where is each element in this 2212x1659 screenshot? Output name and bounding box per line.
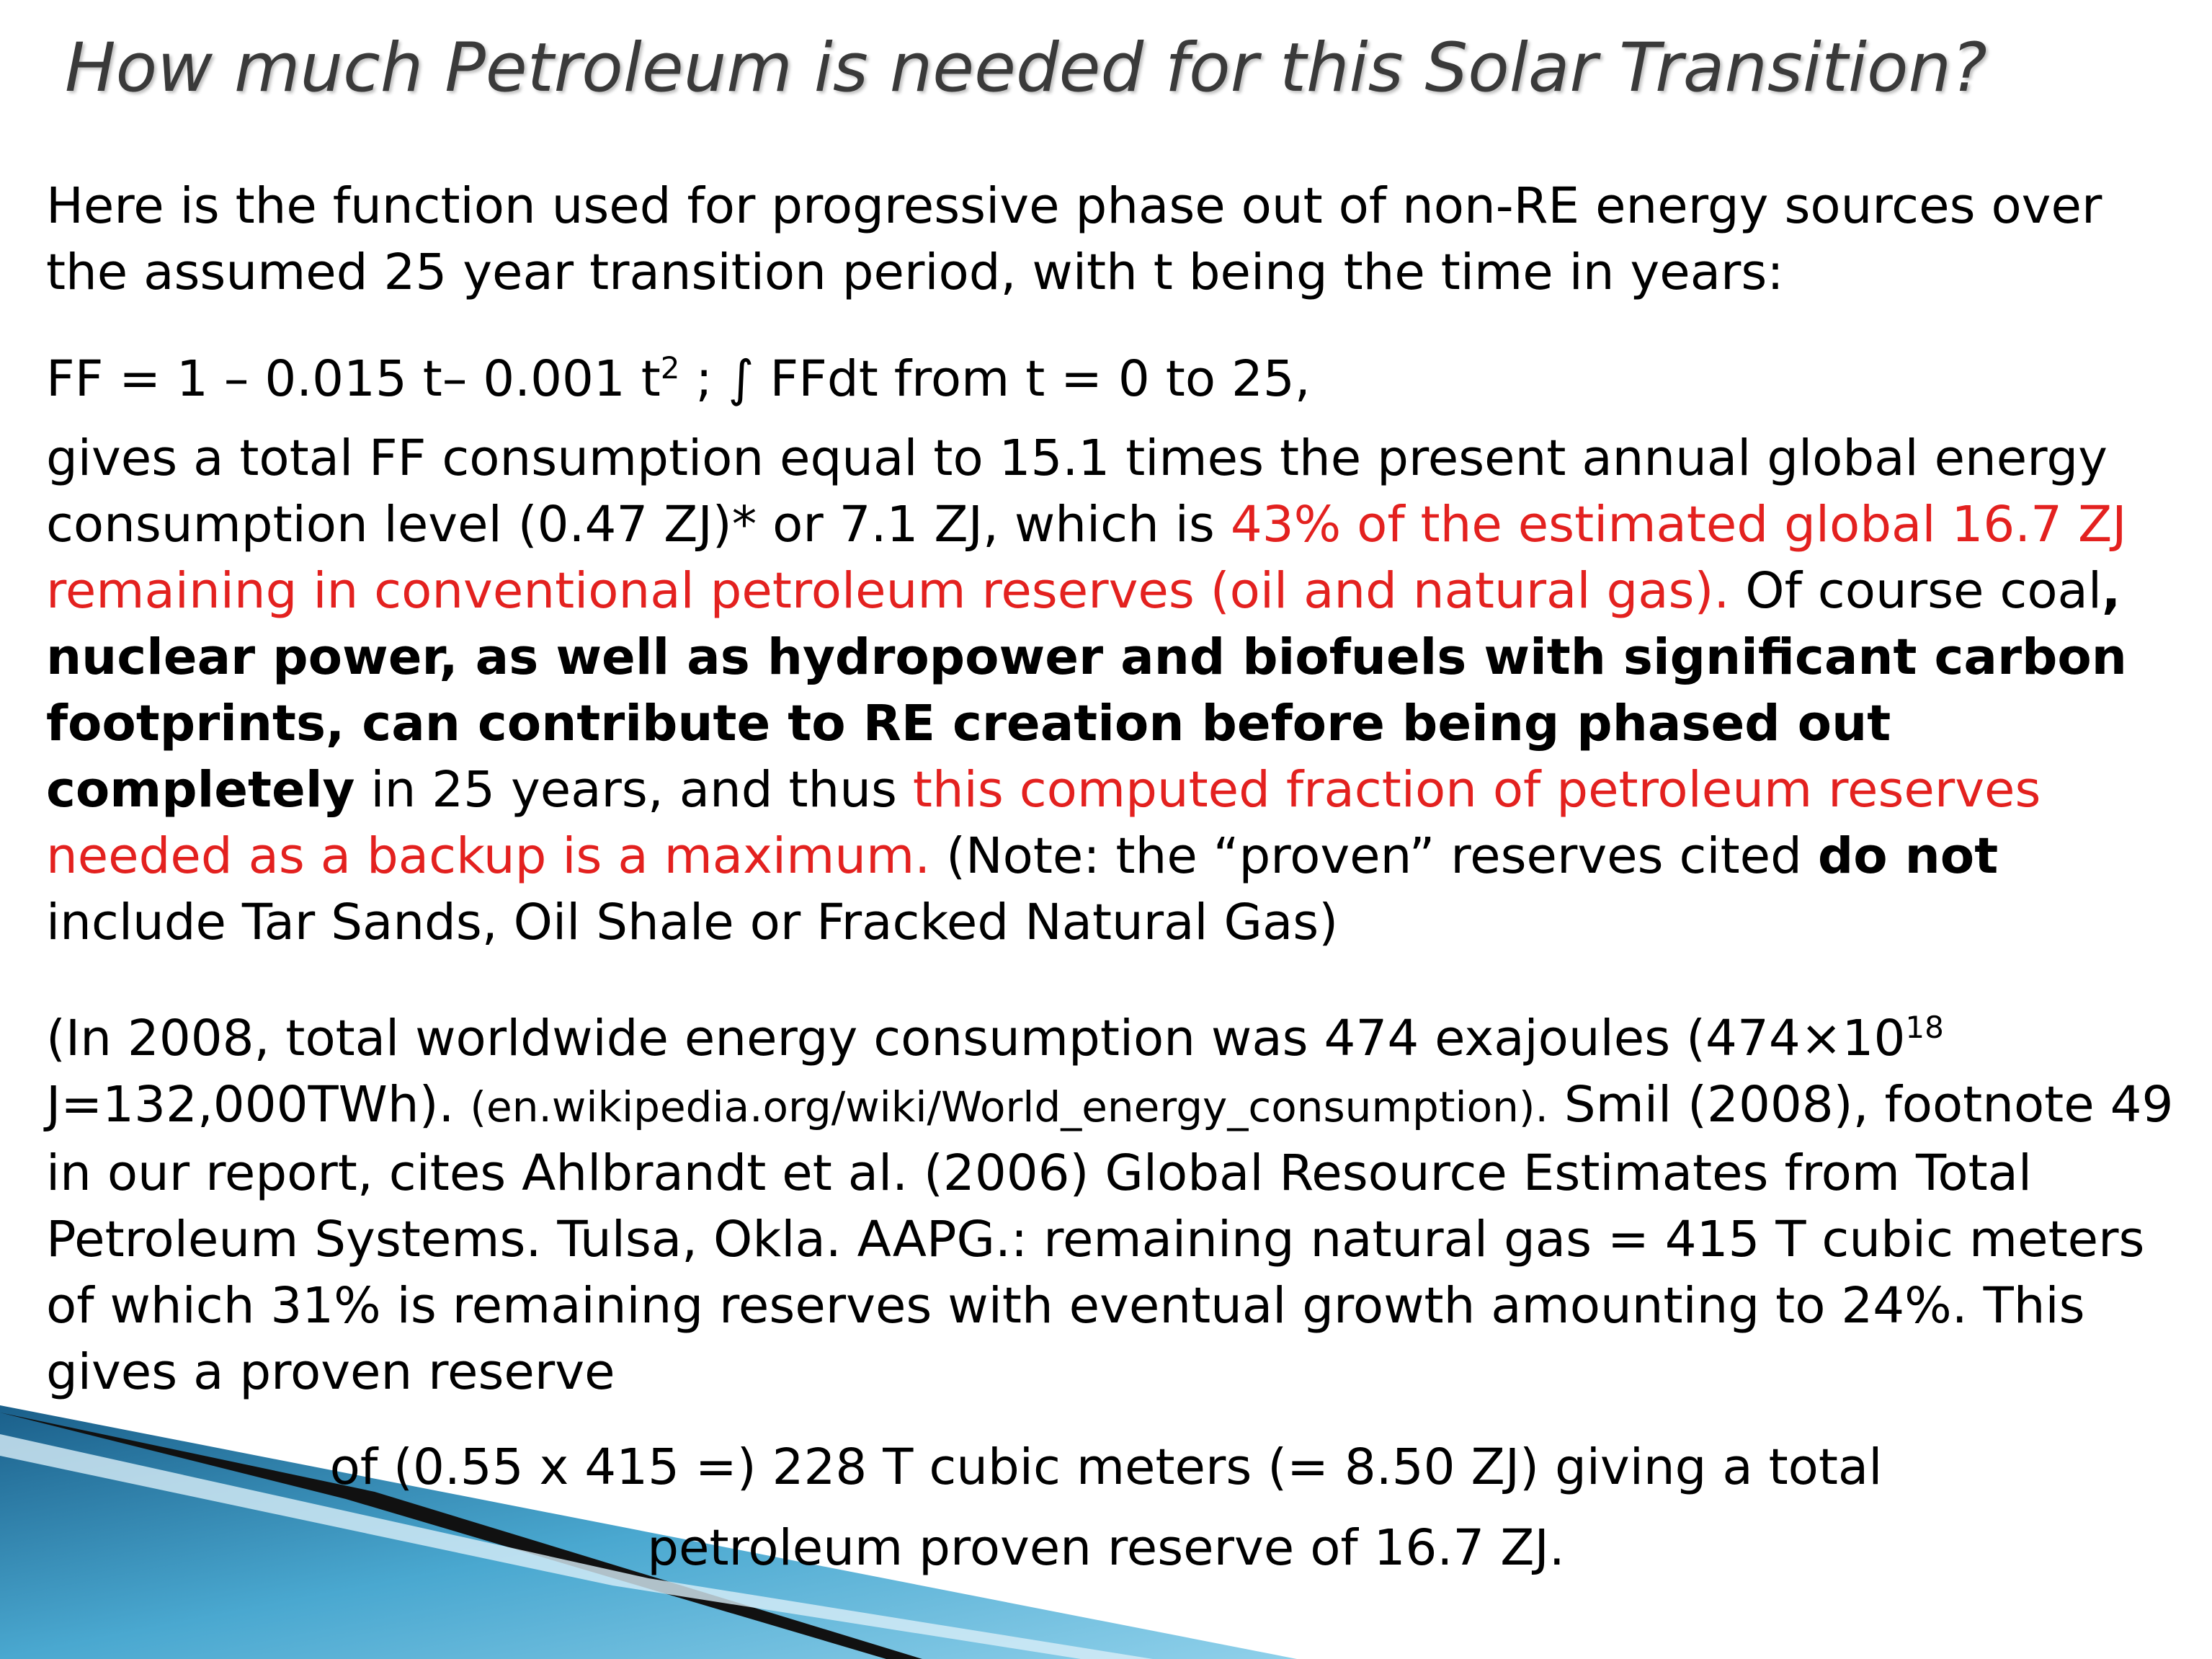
text: Smil (2008), footnote 49 in our report, … xyxy=(46,1076,2174,1401)
bold-text: , nuclear power, as well as hydropower a… xyxy=(46,562,2127,819)
text: gives a total FF consumption equal to 15… xyxy=(46,430,2108,553)
text: of (0.55 x 415 =) 228 T cubic meters (= … xyxy=(329,1438,1883,1496)
paragraph: gives a total FF consumption equal to 15… xyxy=(46,425,2193,956)
title: How much Petroleum is needed for this So… xyxy=(65,29,1987,107)
text: include Tar Sands, Oil Shale or Fracked … xyxy=(46,894,1339,951)
superscript: 18 xyxy=(1905,1010,1944,1045)
text: FF = 1 – 0.015 t– 0.001 t xyxy=(46,350,661,408)
text: J=132,000TWh). xyxy=(46,1076,471,1134)
text: petroleum proven reserve of 16.7 ZJ. xyxy=(647,1519,1565,1577)
text: in 25 years, and thus xyxy=(354,761,913,819)
text: (In 2008, total worldwide energy consump… xyxy=(46,1010,1906,1067)
swoosh-blue xyxy=(0,1405,1297,1659)
text: Here is the function used for progressiv… xyxy=(46,177,2102,301)
text: Of course coal xyxy=(1729,562,2102,620)
paragraph: of (0.55 x 415 =) 228 T cubic meters (= … xyxy=(0,1427,2212,1588)
paragraph: Here is the function used for progressiv… xyxy=(46,173,2193,306)
superscript: 2 xyxy=(660,350,680,386)
text: ; ∫ FFdt from t = 0 to 25, xyxy=(679,350,1311,408)
highlight: this computed fraction of petroleum rese… xyxy=(46,761,2041,885)
formula: FF = 1 – 0.015 t– 0.001 t2 ; ∫ FFdt from… xyxy=(46,346,2193,412)
text: (Note: the “proven” reserves cited xyxy=(930,827,1818,885)
highlight: 43% of the estimated global 16.7 ZJ rema… xyxy=(46,496,2127,620)
bold-text: do not xyxy=(1817,827,1999,885)
link-text: (en.wikipedia.org/wiki/World_energy_cons… xyxy=(470,1082,1548,1131)
paragraph: (In 2008, total worldwide energy consump… xyxy=(46,1005,2193,1405)
